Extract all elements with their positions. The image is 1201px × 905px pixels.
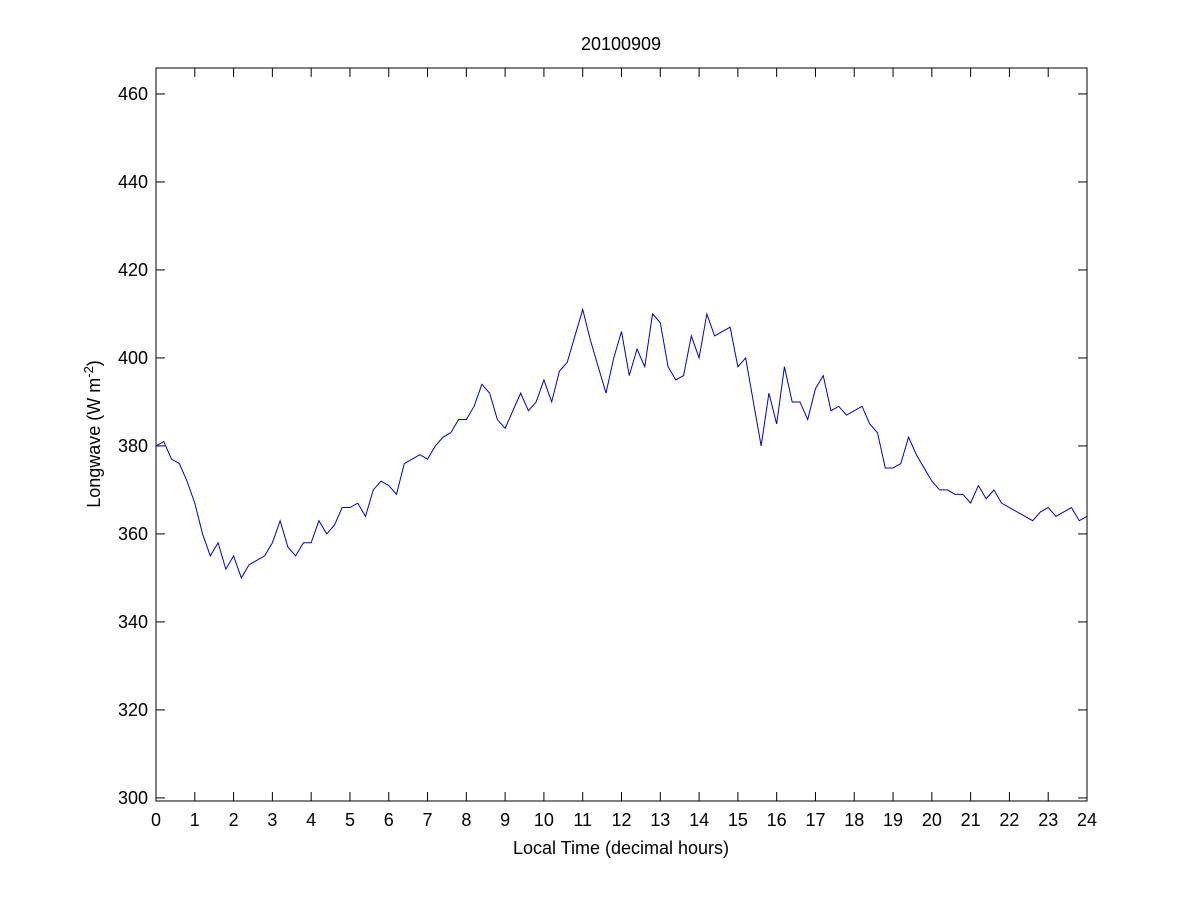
x-tick-label: 21 — [961, 810, 981, 830]
x-tick-label: 12 — [611, 810, 631, 830]
plot-area — [155, 67, 1088, 802]
y-tick-label: 340 — [118, 612, 148, 632]
x-tick-label: 20 — [922, 810, 942, 830]
x-tick-label: 9 — [500, 810, 510, 830]
x-tick-label: 24 — [1077, 810, 1097, 830]
y-tick-label: 440 — [118, 172, 148, 192]
y-tick-label: 460 — [118, 84, 148, 104]
y-tick-label: 300 — [118, 788, 148, 808]
x-tick-label: 8 — [461, 810, 471, 830]
chart-title: 20100909 — [581, 34, 661, 54]
x-tick-label: 14 — [689, 810, 709, 830]
y-tick-label: 360 — [118, 524, 148, 544]
x-tick-label: 23 — [1038, 810, 1058, 830]
x-tick-label: 18 — [844, 810, 864, 830]
x-tick-label: 15 — [728, 810, 748, 830]
data-line — [155, 307, 1088, 580]
x-tick-label: 10 — [534, 810, 554, 830]
x-tick-label: 4 — [306, 810, 316, 830]
x-tick-label: 19 — [883, 810, 903, 830]
x-tick-label: 0 — [151, 810, 161, 830]
y-axis-label-suffix: ) — [84, 360, 104, 366]
x-tick-label: 1 — [190, 810, 200, 830]
y-axis-label: Longwave (W m-2) — [81, 360, 104, 508]
x-axis-label: Local Time (decimal hours) — [513, 838, 729, 858]
x-tick-label: 16 — [767, 810, 787, 830]
x-tick-label: 22 — [999, 810, 1019, 830]
y-tick-label: 400 — [118, 348, 148, 368]
x-tick-label: 11 — [573, 810, 592, 830]
x-tick-label: 2 — [229, 810, 239, 830]
x-tick-label: 3 — [267, 810, 277, 830]
x-tick-label: 7 — [423, 810, 433, 830]
y-tick-label: 380 — [118, 436, 148, 456]
x-tick-label: 5 — [345, 810, 355, 830]
x-tick-label: 13 — [650, 810, 670, 830]
y-axis-label-text: Longwave (W m — [84, 378, 104, 508]
y-axis-label-superscript: -2 — [81, 366, 96, 378]
y-tick-label: 320 — [118, 700, 148, 720]
y-tick-label: 420 — [118, 260, 148, 280]
x-tick-label: 17 — [805, 810, 825, 830]
x-tick-label: 6 — [384, 810, 394, 830]
